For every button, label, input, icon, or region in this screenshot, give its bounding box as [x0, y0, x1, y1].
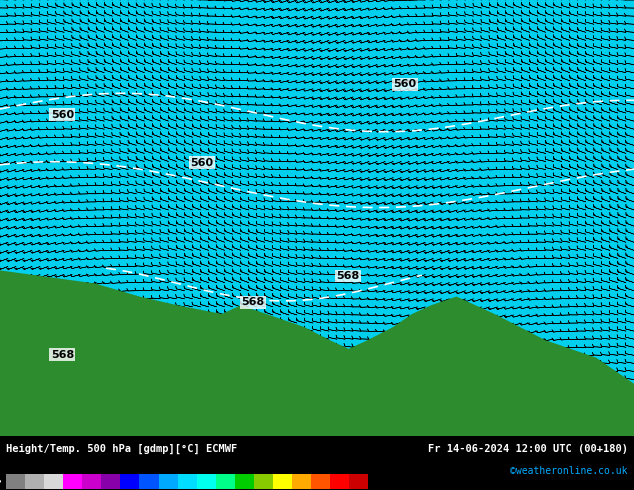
Bar	[273, 474, 292, 489]
Bar	[101, 474, 120, 489]
FancyBboxPatch shape	[0, 0, 634, 436]
Text: Height/Temp. 500 hPa [gdmp][°C] ECMWF: Height/Temp. 500 hPa [gdmp][°C] ECMWF	[6, 444, 238, 454]
Text: 568: 568	[241, 297, 264, 307]
Text: 560: 560	[51, 110, 74, 120]
Bar	[158, 474, 178, 489]
Bar	[311, 474, 330, 489]
Bar	[120, 474, 139, 489]
Bar	[25, 474, 44, 489]
Text: 560: 560	[393, 79, 416, 89]
Polygon shape	[0, 270, 634, 436]
Bar	[6, 474, 25, 489]
Text: 560: 560	[190, 158, 213, 168]
Text: 568: 568	[336, 271, 359, 281]
Bar	[349, 474, 368, 489]
Bar	[235, 474, 254, 489]
Text: Fr 14-06-2024 12:00 UTC (00+180): Fr 14-06-2024 12:00 UTC (00+180)	[428, 444, 628, 454]
Text: 568: 568	[51, 349, 74, 360]
Bar	[292, 474, 311, 489]
Bar	[197, 474, 216, 489]
Bar	[178, 474, 197, 489]
Text: ©weatheronline.co.uk: ©weatheronline.co.uk	[510, 466, 628, 476]
Bar	[44, 474, 63, 489]
Bar	[216, 474, 235, 489]
Bar	[139, 474, 158, 489]
Bar	[254, 474, 273, 489]
Bar	[330, 474, 349, 489]
Bar	[63, 474, 82, 489]
Bar	[82, 474, 101, 489]
